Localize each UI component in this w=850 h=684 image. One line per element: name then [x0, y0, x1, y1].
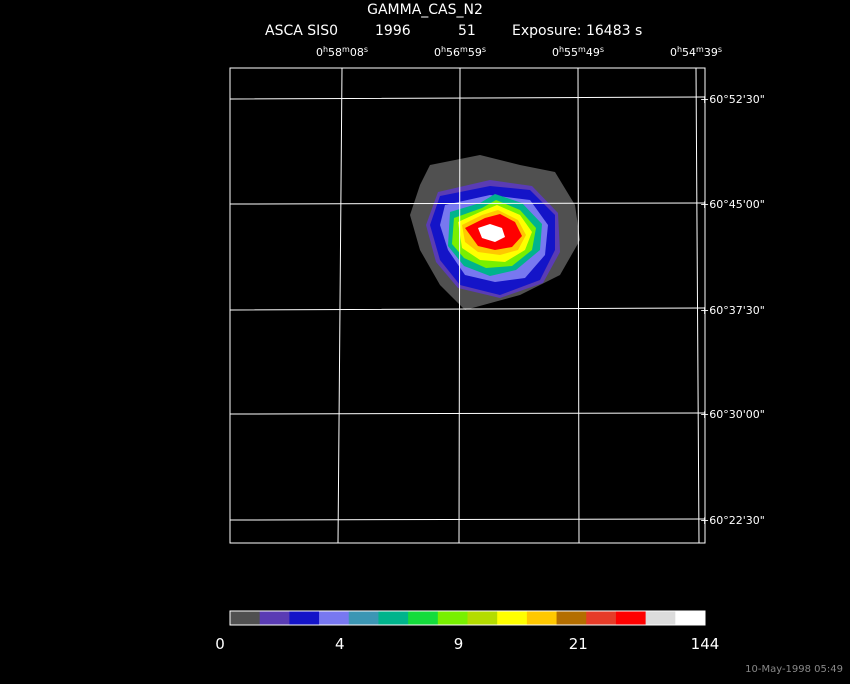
dec-label: +60°22'30" [700, 514, 765, 527]
colorbar-swatch [586, 611, 617, 625]
colorbar-tick-label: 9 [454, 635, 464, 653]
ra-label: 0h58m08s [316, 45, 368, 59]
ra-label: 0h55m49s [552, 45, 604, 59]
timestamp: 10-May-1998 05:49 [745, 664, 843, 675]
exposure: Exposure: 16483 s [512, 23, 642, 39]
coordinate-grid [229, 67, 706, 544]
colorbar-swatch [645, 611, 676, 625]
colorbar-swatch [378, 611, 409, 625]
ra-label: 0h56m59s [434, 45, 486, 59]
colorbar-swatch [408, 611, 439, 625]
colorbar-swatch [467, 611, 498, 625]
colorbar-frame [229, 610, 706, 626]
colorbar-swatch [348, 611, 379, 625]
title: GAMMA_CAS_N2 [367, 2, 483, 18]
dec-label: +60°52'30" [700, 93, 765, 106]
colorbar-tick-label: 144 [691, 635, 720, 653]
dec-label: +60°45'00" [700, 198, 765, 211]
colorbar-swatch [259, 611, 290, 625]
colorbar-swatch [319, 611, 350, 625]
colorbar-tick-label: 21 [569, 635, 588, 653]
colorbar-swatch [526, 611, 558, 625]
colorbar-swatch [556, 611, 587, 625]
dec-label: +60°30'00" [700, 408, 765, 421]
colorbar-swatch [615, 611, 647, 625]
colorbar-tick-label: 0 [215, 635, 225, 653]
dec-label: +60°37'30" [700, 304, 765, 317]
ra-label: 0h54m39s [670, 45, 722, 59]
colorbar-tick-label: 4 [335, 635, 345, 653]
year: 1996 [375, 23, 411, 39]
colorbar-swatch [289, 611, 320, 625]
colorbar-swatch [437, 611, 468, 625]
number: 51 [458, 23, 476, 39]
colorbar-swatch [675, 611, 706, 625]
colorbar-swatch [497, 611, 528, 625]
instrument: ASCA SIS0 [265, 23, 338, 39]
colorbar-swatch [230, 611, 261, 625]
